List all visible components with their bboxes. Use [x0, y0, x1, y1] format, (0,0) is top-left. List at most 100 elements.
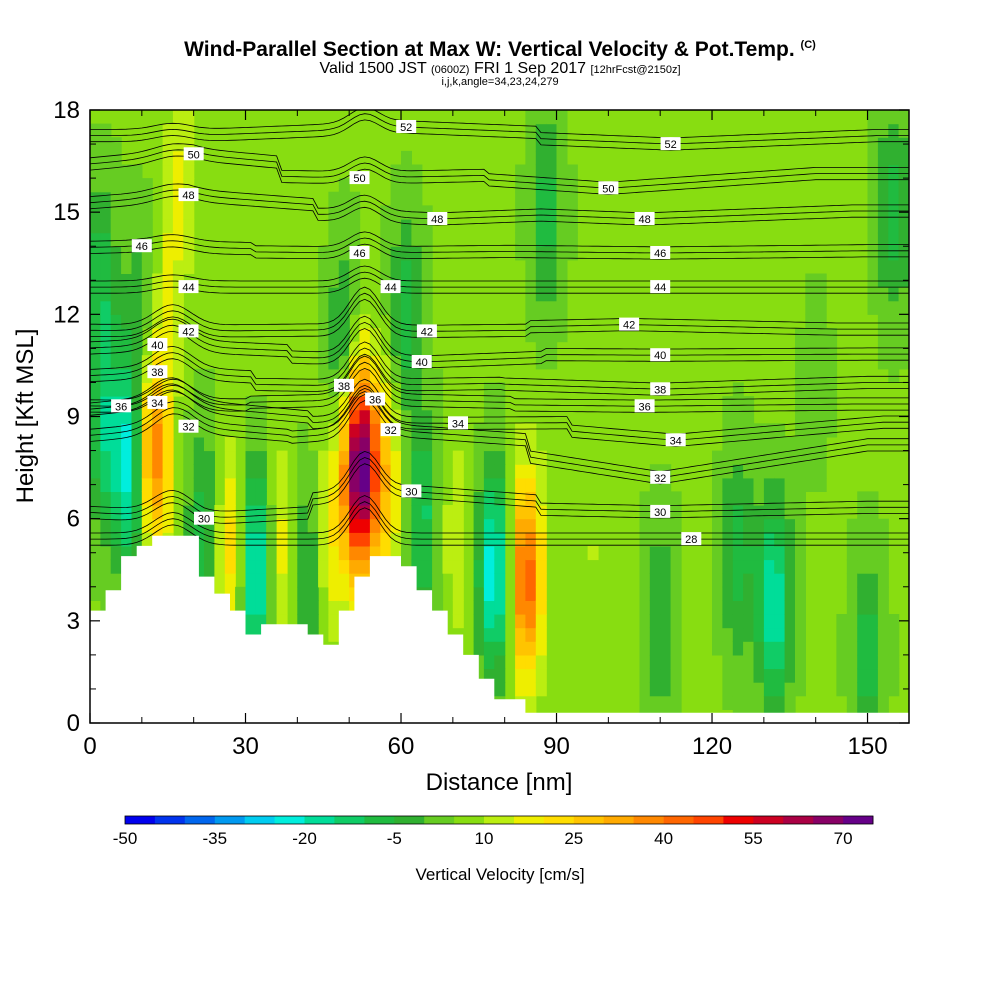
svg-text:40: 40 [151, 340, 163, 352]
velocity-cell [411, 205, 423, 220]
contour-line [90, 271, 909, 288]
velocity-cell [732, 423, 744, 438]
velocity-cell [888, 627, 900, 642]
velocity-cell [556, 287, 568, 302]
velocity-cell [483, 614, 495, 629]
velocity-cell [805, 368, 817, 383]
velocity-cell [110, 328, 122, 343]
velocity-cell [432, 464, 444, 479]
velocity-cell [432, 368, 444, 383]
velocity-cell [743, 586, 755, 601]
velocity-cell [255, 423, 267, 438]
velocity-cell [525, 314, 537, 329]
velocity-cell [452, 518, 464, 533]
velocity-cell [172, 164, 184, 179]
velocity-cell [857, 695, 869, 710]
velocity-cell [846, 573, 858, 588]
velocity-cell [722, 614, 734, 629]
velocity-cell [110, 219, 122, 234]
colorbar-swatch [334, 816, 365, 824]
velocity-cell [276, 464, 288, 479]
velocity-cell [338, 287, 350, 302]
velocity-cell [369, 382, 381, 397]
velocity-cell [328, 477, 340, 492]
velocity-cell [867, 110, 879, 125]
velocity-cell [100, 259, 112, 274]
velocity-cell [369, 368, 381, 383]
velocity-cell [204, 545, 215, 561]
velocity-cell [515, 559, 527, 574]
velocity-cell [328, 573, 340, 588]
velocity-cell [546, 219, 558, 234]
x-tick-label: 0 [83, 733, 96, 760]
velocity-cell [857, 545, 869, 561]
velocity-cell [535, 355, 547, 370]
x-axis-label: Distance [nm] [426, 769, 573, 796]
velocity-cell [162, 477, 174, 492]
velocity-cell [401, 314, 412, 329]
velocity-cell [224, 586, 236, 601]
colorbar-frame [124, 815, 874, 825]
x-tick-label: 150 [848, 733, 888, 760]
velocity-cell [100, 436, 112, 452]
velocity-cell [763, 477, 775, 492]
velocity-cell [183, 219, 195, 234]
velocity-cell [90, 505, 101, 520]
velocity-cell [328, 518, 340, 533]
velocity-cell [867, 191, 879, 206]
velocity-cell [432, 436, 444, 452]
velocity-cell [121, 178, 133, 193]
velocity-cell [525, 137, 537, 152]
velocity-cell [660, 682, 672, 697]
velocity-cell [877, 246, 889, 261]
colorbar-swatch [454, 816, 485, 824]
velocity-cell [90, 396, 101, 411]
svg-text:38: 38 [338, 381, 350, 393]
colorbar-swatch [573, 816, 605, 824]
velocity-cell [359, 382, 371, 397]
velocity-cell [255, 545, 267, 561]
velocity-cell [732, 477, 744, 492]
velocity-cell [380, 259, 392, 274]
velocity-cell [204, 423, 215, 438]
velocity-cell [266, 573, 278, 588]
velocity-cell [649, 668, 661, 683]
velocity-cell [100, 328, 112, 343]
velocity-cell [795, 545, 806, 561]
svg-text:38: 38 [654, 384, 666, 396]
velocity-cell [722, 423, 734, 438]
velocity-cell [328, 355, 340, 370]
x-tick-label: 60 [388, 733, 415, 760]
velocity-cell [546, 110, 558, 125]
velocity-cell [546, 355, 558, 370]
velocity-cell [359, 532, 371, 547]
velocity-cell [525, 164, 537, 179]
velocity-cell [390, 246, 402, 261]
velocity-cell [100, 491, 112, 506]
velocity-cell [515, 491, 527, 506]
velocity-cell [795, 477, 806, 492]
velocity-cell [297, 600, 309, 615]
velocity-cell [494, 477, 506, 492]
velocity-cell [639, 545, 651, 561]
velocity-cell [556, 123, 568, 138]
velocity-cell [867, 150, 879, 166]
svg-text:44: 44 [384, 282, 396, 294]
velocity-cell [141, 518, 153, 533]
velocity-cell [815, 341, 827, 356]
velocity-cell [432, 518, 444, 533]
velocity-cell [90, 314, 101, 329]
contour-line [90, 341, 909, 384]
velocity-cell [162, 219, 174, 234]
velocity-cell [763, 505, 775, 520]
velocity-cell [660, 545, 672, 561]
contour-label: 52 [396, 120, 417, 134]
contour-line [90, 119, 909, 151]
velocity-cell [380, 491, 392, 506]
velocity-cell [266, 545, 278, 561]
velocity-cell [867, 559, 879, 574]
velocity-cell [390, 232, 402, 247]
velocity-cell [753, 641, 765, 656]
velocity-cell [297, 505, 309, 520]
velocity-cell [494, 505, 506, 520]
